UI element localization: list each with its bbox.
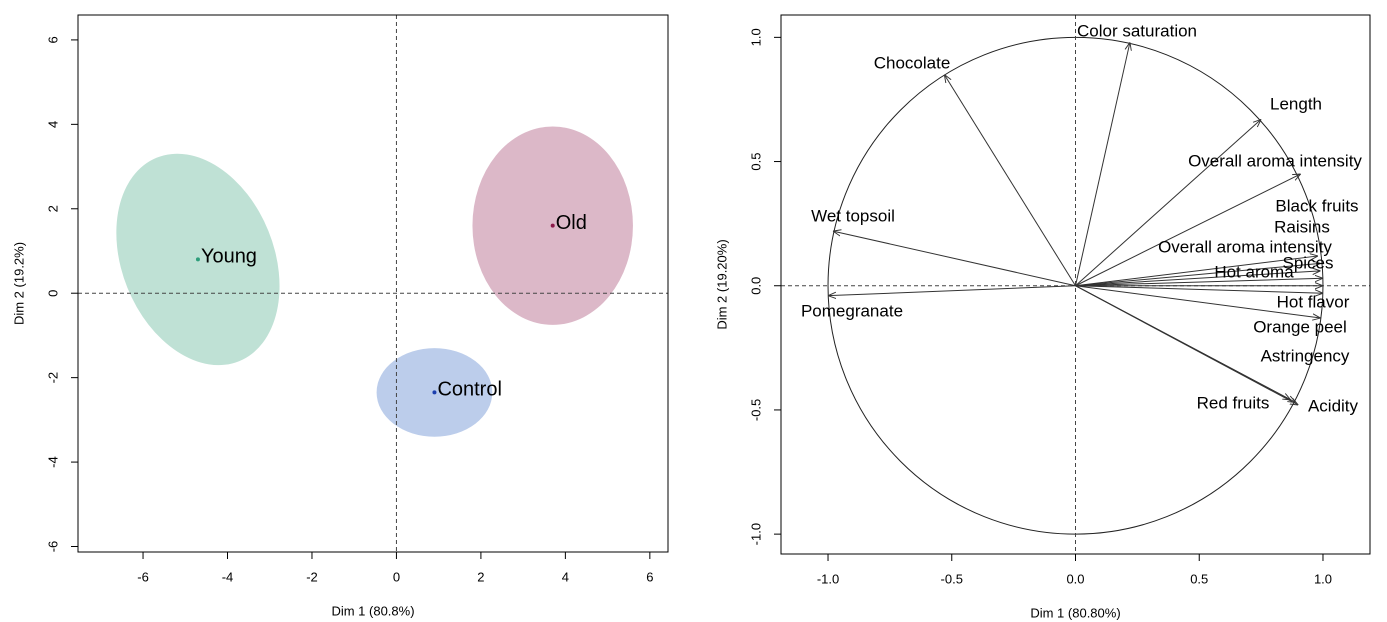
x-axis-title: Dim 1 (80.8%): [331, 603, 414, 618]
x-tick-label: 1.0: [1314, 571, 1332, 586]
arrow: [1075, 285, 1323, 293]
point-label: Control: [437, 379, 501, 401]
arrow: [1075, 256, 1319, 287]
arrow: [1075, 278, 1323, 287]
y-tick-label: -4: [45, 456, 60, 468]
point-label: Old: [556, 212, 587, 234]
arrow: [1075, 42, 1130, 286]
y-axis-title: Dim 2 (19.20%): [714, 239, 729, 329]
variable-label: Chocolate: [874, 53, 951, 72]
variable-label: Pomegranate: [801, 301, 903, 320]
arrow: [833, 231, 1076, 287]
point: [550, 223, 555, 228]
x-tick-label: 6: [646, 569, 653, 584]
x-tick-label: 2: [477, 569, 484, 584]
plot-frame: [77, 14, 669, 553]
arrow: [1075, 263, 1321, 287]
variable-label: Acidity: [1308, 396, 1359, 415]
variable-label: Red fruits: [1197, 393, 1270, 412]
x-tick-label: -0.5: [941, 571, 963, 586]
variable-label: Color saturation: [1077, 21, 1197, 40]
point: [195, 257, 200, 262]
point-label: Young: [201, 246, 257, 268]
arrow: [944, 75, 1076, 287]
variable-label: Orange peel: [1253, 317, 1347, 336]
x-tick-label: 0: [393, 569, 400, 584]
y-tick-label: 0.5: [748, 153, 763, 171]
x-tick-label: -6: [137, 569, 149, 584]
y-tick-label: -0.5: [748, 399, 763, 421]
y-tick-label: -6: [45, 541, 60, 553]
arrow: [1075, 174, 1301, 287]
y-axis-title: Dim 2 (19.2%): [11, 242, 26, 325]
arrow: [1075, 119, 1262, 287]
variable-label: Length: [1270, 94, 1322, 113]
variable-label: Hot aroma: [1214, 262, 1294, 281]
variable-label: Overall aroma intensity: [1188, 151, 1362, 170]
point: [432, 390, 437, 395]
y-tick-label: 6: [45, 36, 60, 43]
y-tick-label: -2: [45, 372, 60, 384]
x-tick-label: -2: [306, 569, 318, 584]
y-tick-label: 1.0: [748, 28, 763, 46]
arrow: [828, 285, 1076, 296]
x-tick-label: -4: [222, 569, 234, 584]
variable-label: Raisins: [1274, 217, 1330, 236]
y-tick-label: 0: [45, 290, 60, 297]
arrow: [1075, 285, 1321, 318]
plot-frame: [780, 14, 1371, 555]
variable-label: Astringency: [1261, 346, 1350, 365]
y-tick-label: 0.0: [748, 277, 763, 295]
variable-label: Wet topsoil: [811, 206, 895, 225]
y-tick-label: 4: [45, 121, 60, 128]
y-tick-label: 2: [45, 205, 60, 212]
x-axis-title: Dim 1 (80.80%): [1030, 605, 1120, 620]
x-tick-label: -1.0: [817, 571, 839, 586]
variable-label: Black fruits: [1275, 196, 1358, 215]
x-tick-label: 0.5: [1190, 571, 1208, 586]
variable-label: Overall aroma intensity: [1158, 237, 1332, 256]
x-tick-label: 4: [562, 569, 569, 584]
arrow: [1075, 271, 1321, 287]
arrow: [1075, 285, 1299, 405]
variable-label: Spices: [1282, 253, 1333, 272]
y-tick-label: -1.0: [748, 523, 763, 545]
x-tick-label: 0.0: [1066, 571, 1084, 586]
variable-label: Hot flavor: [1277, 292, 1350, 311]
